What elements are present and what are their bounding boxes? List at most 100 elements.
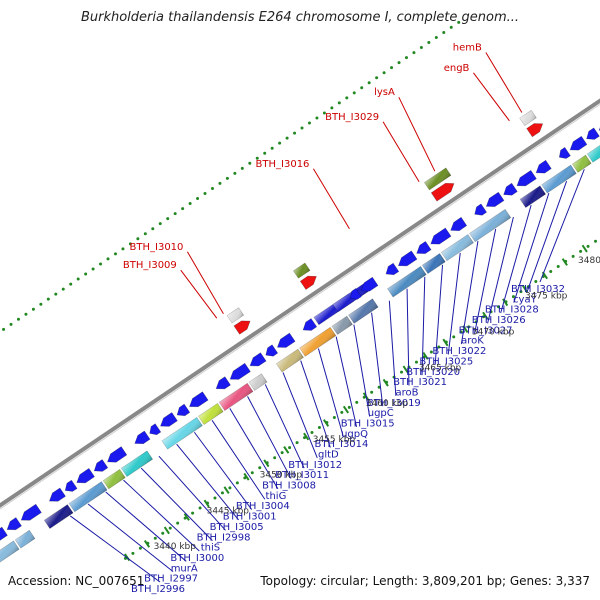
gene-label-bth_i3027[interactable]: BTH_I3027 bbox=[459, 325, 513, 336]
gene-arrow-reverse[interactable] bbox=[76, 467, 95, 484]
gene-arrow-forward[interactable] bbox=[430, 182, 455, 202]
ruler-label: 3470 kbp bbox=[472, 327, 515, 337]
gene-label-bth_i3009[interactable]: BTH_I3009 bbox=[123, 260, 177, 271]
callout-line bbox=[317, 348, 344, 438]
dotted-guide-lower bbox=[429, 350, 433, 354]
gene-label-bth_i3014[interactable]: BTH_I3014 bbox=[315, 439, 369, 450]
gene-label-bth_i3005[interactable]: BTH_I3005 bbox=[210, 522, 264, 533]
callout-line bbox=[473, 72, 510, 122]
gene-label-bth_i3012[interactable]: BTH_I3012 bbox=[288, 460, 342, 471]
gene-arrow-reverse[interactable] bbox=[160, 412, 178, 427]
gene-bar-operon-shade bbox=[572, 155, 592, 173]
gene-label-ugpc[interactable]: ugpC bbox=[368, 408, 394, 419]
gene-arrow-reverse[interactable] bbox=[149, 423, 162, 436]
gene-arrow-reverse[interactable] bbox=[360, 276, 379, 292]
gene-arrow-reverse[interactable] bbox=[176, 403, 191, 417]
gene-label-hemb[interactable]: hemB bbox=[453, 42, 482, 53]
gene-label-bth_i3019[interactable]: BTH_I3019 bbox=[367, 398, 421, 409]
gene-arrow-reverse[interactable] bbox=[350, 287, 362, 300]
ruler-tick bbox=[561, 258, 568, 266]
gene-arrow-reverse[interactable] bbox=[503, 182, 518, 196]
gene-arrow-reverse[interactable] bbox=[485, 191, 505, 207]
gene-arrow-reverse[interactable] bbox=[558, 146, 571, 159]
gene-arrow-reverse[interactable] bbox=[416, 240, 432, 254]
callout-line bbox=[123, 479, 200, 552]
gene-bar-feature-shade bbox=[424, 167, 451, 190]
callout-line bbox=[180, 269, 218, 319]
gene-label-bth_i3015[interactable]: BTH_I3015 bbox=[341, 418, 395, 429]
dotted-guide-upper bbox=[322, 111, 326, 115]
gene-label-gltd[interactable]: gltD bbox=[318, 450, 339, 461]
gene-label-lysa[interactable]: lysA bbox=[374, 87, 395, 98]
gene-label-bth_i3026[interactable]: BTH_I3026 bbox=[472, 315, 526, 326]
dotted-guide-upper bbox=[106, 257, 110, 261]
gene-label-bth_i3029[interactable]: BTH_I3029 bbox=[325, 112, 379, 123]
gene-label-bth_i3022[interactable]: BTH_I3022 bbox=[432, 346, 486, 357]
gene-label-this[interactable]: thiS bbox=[201, 543, 220, 554]
gene-arrow-reverse[interactable] bbox=[249, 352, 267, 367]
gene-arrow-reverse[interactable] bbox=[215, 376, 231, 390]
gene-arrow-reverse[interactable] bbox=[535, 159, 552, 174]
gene-label-bth_i3011[interactable]: BTH_I3011 bbox=[275, 470, 329, 481]
dotted-guide-upper bbox=[270, 146, 274, 150]
gene-arrow-forward[interactable] bbox=[233, 320, 251, 335]
gene-label-cyay[interactable]: cyaY bbox=[513, 294, 538, 305]
gene-arrow-reverse[interactable] bbox=[586, 127, 600, 140]
gene-label-arok[interactable]: aroK bbox=[461, 336, 484, 347]
dotted-guide-upper bbox=[248, 161, 252, 165]
gene-arrow-forward[interactable] bbox=[526, 123, 544, 138]
gene-arrow-reverse[interactable] bbox=[229, 362, 251, 380]
gene-label-bth_i2998[interactable]: BTH_I2998 bbox=[197, 532, 251, 543]
dotted-guide-upper bbox=[181, 207, 185, 211]
gene-label-thig[interactable]: thiG bbox=[266, 491, 287, 502]
gene-arrow-reverse[interactable] bbox=[107, 446, 128, 463]
ruler-tick bbox=[243, 472, 250, 481]
gene-arrow-reverse[interactable] bbox=[516, 169, 537, 187]
gene-label-bth_i3021[interactable]: BTH_I3021 bbox=[393, 377, 447, 388]
gene-label-engb[interactable]: engB bbox=[444, 63, 470, 74]
gene-label-bth_i3025[interactable]: BTH_I3025 bbox=[419, 356, 473, 367]
gene-label-bth_i3001[interactable]: BTH_I3001 bbox=[223, 512, 277, 523]
dotted-guide-upper bbox=[337, 101, 341, 105]
gene-label-bth_i3028[interactable]: BTH_I3028 bbox=[485, 305, 539, 316]
gene-label-bth_i3010[interactable]: BTH_I3010 bbox=[130, 242, 184, 253]
dotted-guide-upper bbox=[91, 267, 95, 271]
gene-arrow-reverse[interactable] bbox=[430, 227, 452, 245]
gene-label-ugpq[interactable]: ugpQ bbox=[341, 429, 368, 440]
gene-label-bth_i2997[interactable]: BTH_I2997 bbox=[144, 574, 198, 585]
gene-arrow-reverse[interactable] bbox=[397, 250, 418, 267]
gene-arrow-reverse[interactable] bbox=[474, 203, 488, 216]
callout-line bbox=[335, 336, 358, 427]
gene-arrow-reverse[interactable] bbox=[48, 487, 66, 502]
gene-label-bth_i3004[interactable]: BTH_I3004 bbox=[236, 501, 290, 512]
gene-label-bth_i3032[interactable]: BTH_I3032 bbox=[511, 284, 565, 295]
dotted-guide-upper bbox=[99, 262, 103, 266]
gene-arrow-reverse[interactable] bbox=[189, 391, 209, 408]
gene-arrow-reverse[interactable] bbox=[276, 332, 296, 348]
gene-arrow-reverse[interactable] bbox=[302, 318, 318, 331]
gene-arrow-reverse[interactable] bbox=[93, 459, 109, 472]
gene-arrow-forward[interactable] bbox=[299, 275, 317, 290]
gene-arrow-reverse[interactable] bbox=[569, 135, 588, 151]
gene-bar-operon-shade bbox=[249, 373, 268, 391]
gene-label-mura[interactable]: murA bbox=[171, 563, 198, 574]
gene-arrow-reverse[interactable] bbox=[450, 216, 468, 232]
gene-arrow-reverse[interactable] bbox=[134, 430, 151, 445]
callout-line bbox=[229, 408, 279, 490]
gene-arrow-reverse[interactable] bbox=[265, 344, 279, 357]
dotted-guide-upper bbox=[367, 81, 371, 85]
gene-label-bth_i3020[interactable]: BTH_I3020 bbox=[406, 367, 460, 378]
gene-label-bth_i2996[interactable]: BTH_I2996 bbox=[131, 584, 185, 595]
gene-arrow-reverse[interactable] bbox=[64, 479, 78, 492]
gene-label-bth_i3008[interactable]: BTH_I3008 bbox=[262, 481, 316, 492]
gene-arrow-reverse[interactable] bbox=[6, 517, 22, 531]
gene-arrow-reverse[interactable] bbox=[20, 503, 42, 521]
gene-arrow-reverse[interactable] bbox=[0, 526, 8, 542]
gene-label-arob[interactable]: aroB bbox=[395, 387, 418, 398]
gene-label-bth_i3016[interactable]: BTH_I3016 bbox=[256, 159, 310, 170]
accession-text: Accession: NC_007651 bbox=[8, 574, 145, 588]
gene-label-bth_i3000[interactable]: BTH_I3000 bbox=[170, 553, 224, 564]
gene-arrow-reverse[interactable] bbox=[385, 262, 400, 276]
callout-line bbox=[105, 491, 187, 562]
